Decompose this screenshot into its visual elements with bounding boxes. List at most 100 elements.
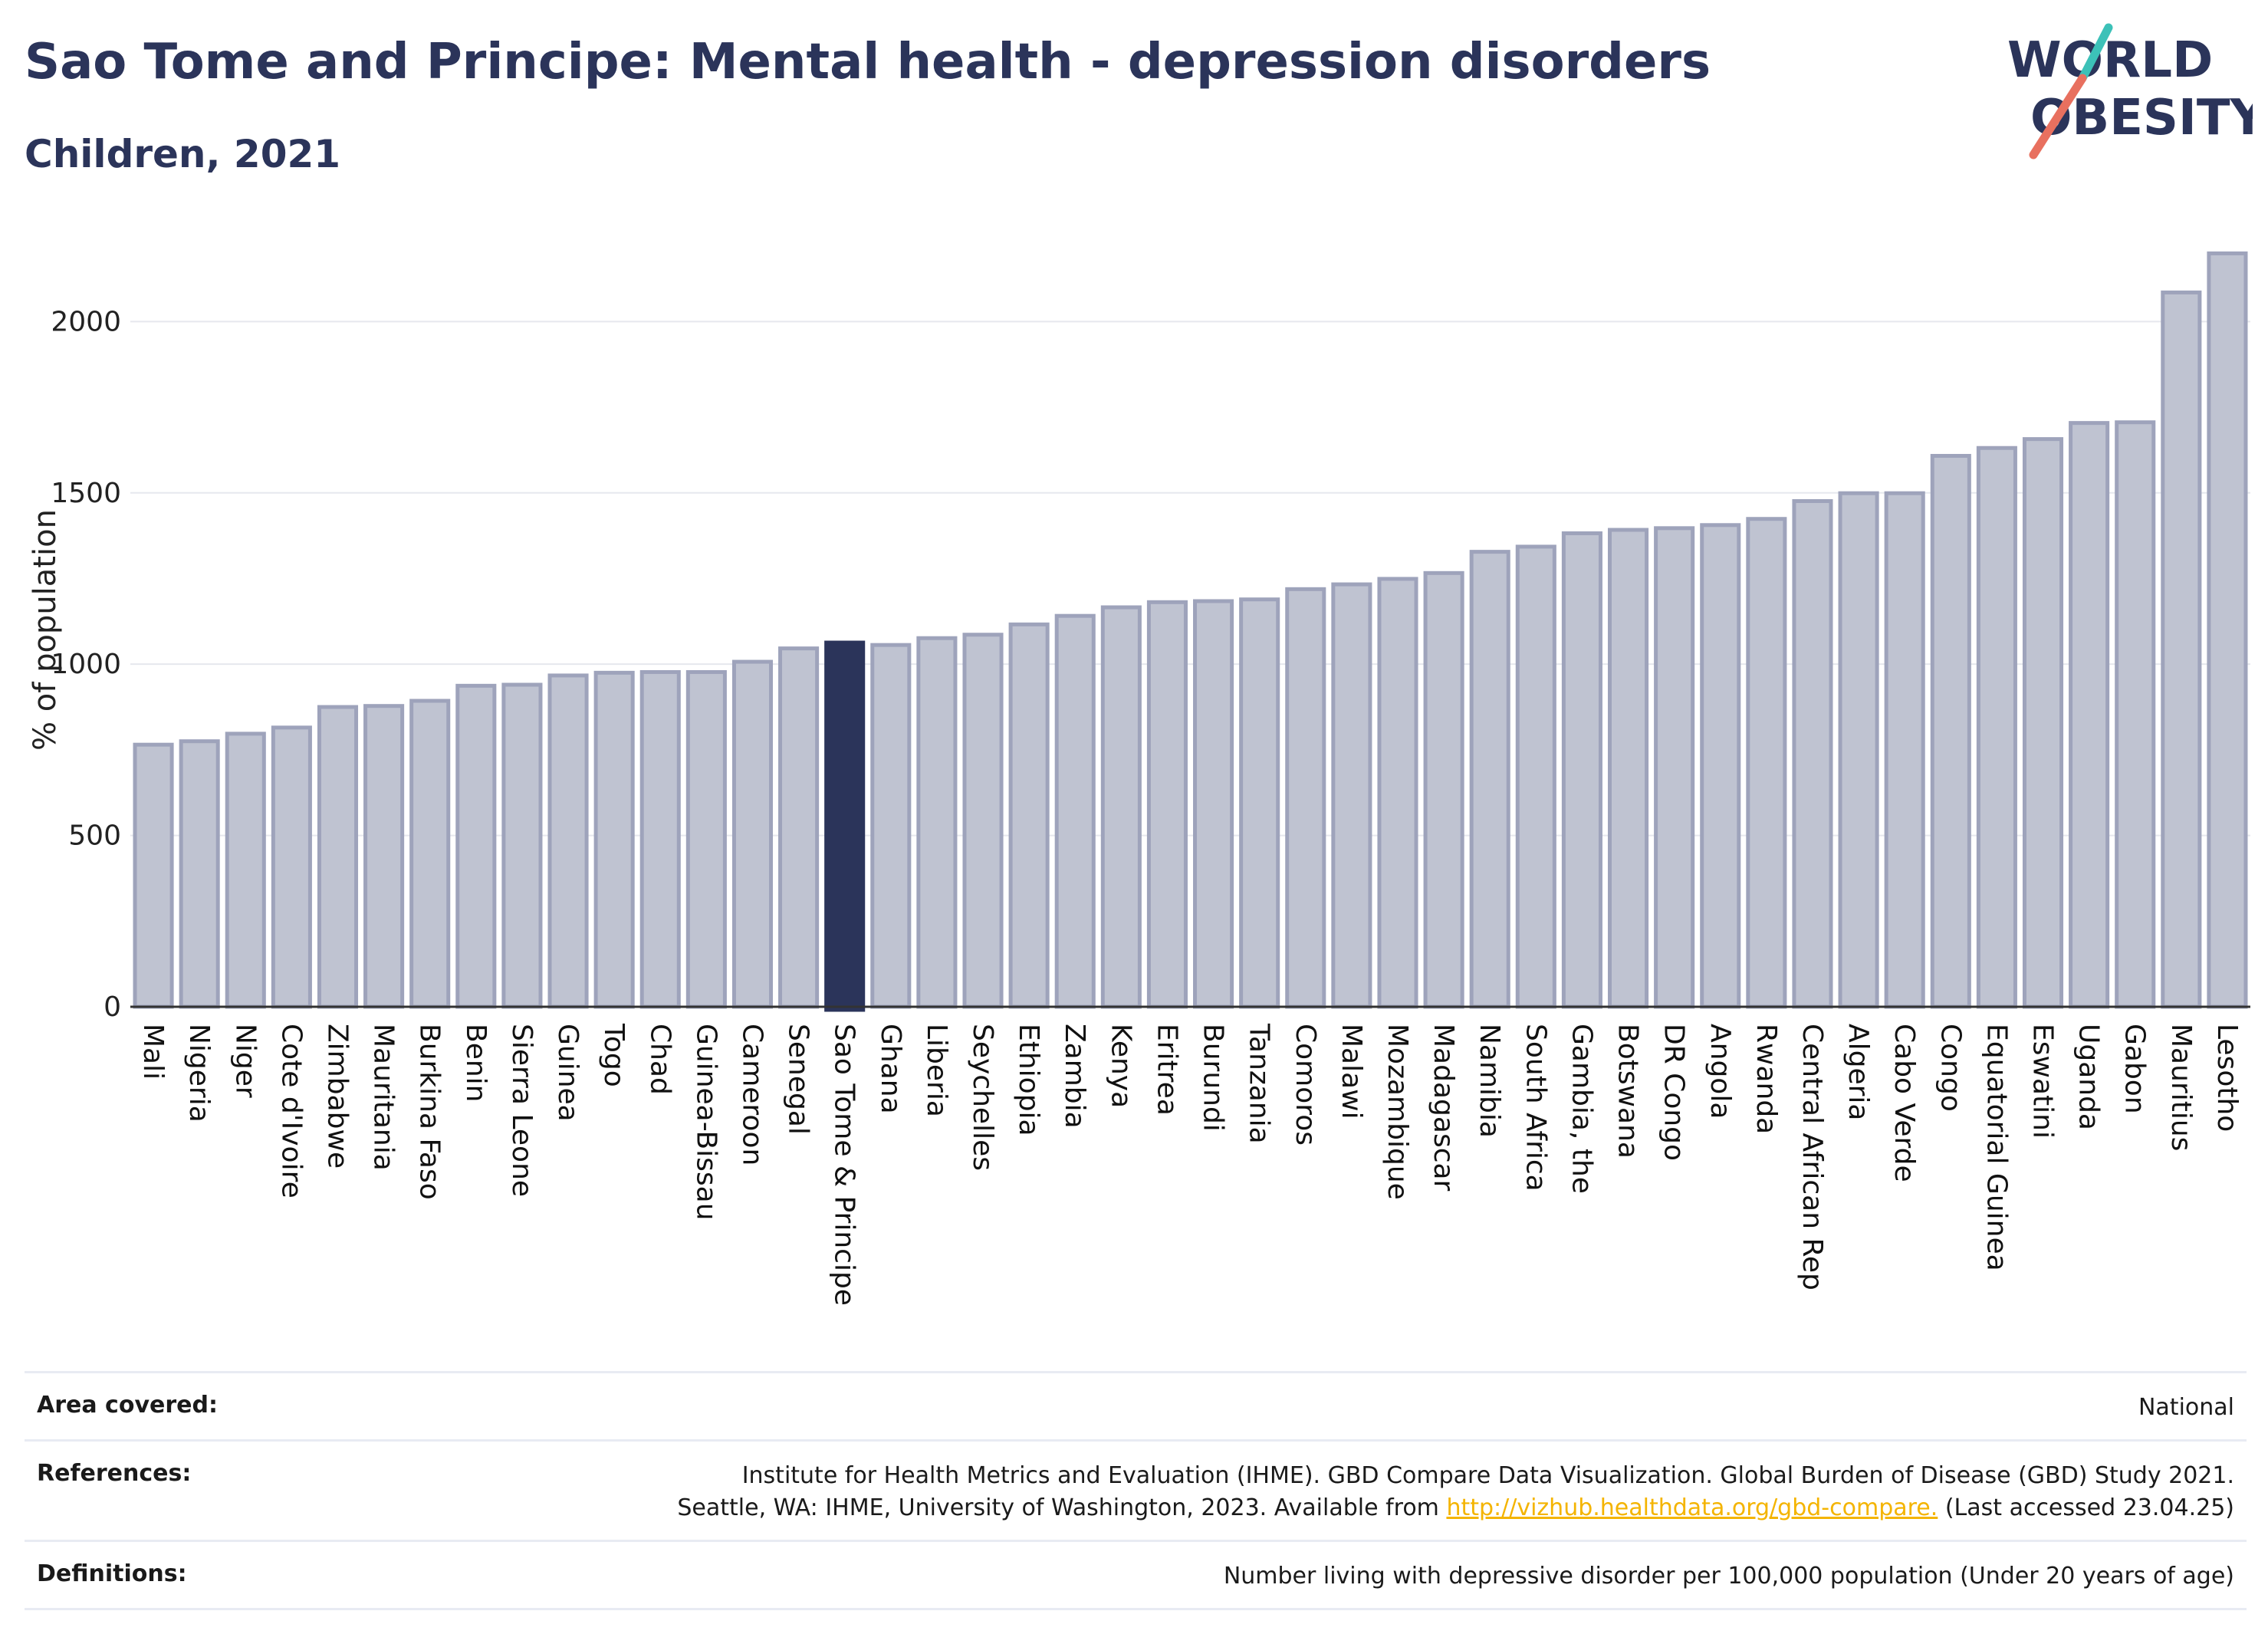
- x-tick-label: Central African Rep: [1796, 1024, 1828, 1290]
- y-tick-label: 500: [68, 820, 121, 852]
- bar: [1884, 491, 1925, 1009]
- references-label: References:: [37, 1460, 192, 1487]
- bar: [1700, 523, 1741, 1009]
- bar: [870, 643, 912, 1009]
- bar-highlight: [824, 640, 866, 1012]
- x-tick-label: Guinea: [552, 1024, 583, 1122]
- bar: [916, 636, 958, 1009]
- bar: [363, 704, 405, 1009]
- bar: [731, 659, 774, 1009]
- bars: [133, 251, 2248, 1012]
- bar: [1377, 577, 1418, 1009]
- logo-line1: WORLD: [2007, 32, 2213, 89]
- x-tick-label: Uganda: [2073, 1024, 2105, 1130]
- references-line2-end: (Last accessed 23.04.25): [1938, 1494, 2234, 1521]
- x-tick-label: Togo: [598, 1023, 629, 1087]
- bar: [2115, 420, 2156, 1009]
- bar: [1654, 526, 1695, 1009]
- bar: [1838, 491, 1879, 1009]
- x-tick-label: South Africa: [1520, 1024, 1551, 1192]
- bar: [962, 633, 1004, 1009]
- x-tick-label: Liberia: [921, 1024, 952, 1117]
- references-line1: Institute for Health Metrics and Evaluat…: [741, 1462, 2234, 1489]
- bar: [1515, 544, 1556, 1009]
- references-line2-start: Seattle, WA: IHME, University of Washing…: [677, 1494, 1447, 1521]
- bar: [271, 725, 312, 1009]
- x-tick-label: Sierra Leone: [506, 1024, 537, 1197]
- x-tick-label: Gambia, the: [1566, 1024, 1597, 1194]
- x-tick-label: Cameroon: [736, 1024, 768, 1165]
- y-tick-label: 1500: [51, 478, 121, 509]
- x-tick-label: Zambia: [1059, 1024, 1090, 1129]
- bar: [1285, 587, 1326, 1009]
- bar: [593, 670, 635, 1009]
- x-tick-label: Nigeria: [183, 1024, 215, 1123]
- bar: [1100, 605, 1142, 1009]
- x-tick-label: Congo: [1934, 1024, 1966, 1112]
- chart-subtitle: Children, 2021: [25, 132, 341, 176]
- bar: [409, 699, 451, 1009]
- bar: [685, 669, 727, 1009]
- x-tick-label: Lesotho: [2211, 1024, 2243, 1132]
- bar: [778, 646, 820, 1009]
- y-tick-label: 2000: [51, 306, 121, 337]
- definitions-value: Number living with depressive disorder p…: [1223, 1563, 2234, 1590]
- bar: [501, 682, 543, 1009]
- x-tick-label: DR Congo: [1658, 1024, 1690, 1161]
- x-tick-label: Gabon: [2119, 1024, 2151, 1114]
- x-tick-label: Algeria: [1842, 1024, 1874, 1121]
- ihme-link[interactable]: http://vizhub.healthdata.org/gbd-compare…: [1446, 1494, 1938, 1521]
- x-tick-label: Mali: [137, 1024, 169, 1080]
- bar: [2069, 421, 2110, 1009]
- references-row: References: Institute for Health Metrics…: [25, 1439, 2247, 1540]
- bar: [547, 673, 589, 1009]
- logo-teal-slash: [2078, 23, 2113, 83]
- x-tick-label: Ghana: [875, 1024, 906, 1114]
- bar: [2207, 251, 2248, 1009]
- x-tick-label: Botswana: [1612, 1024, 1644, 1159]
- bar: [179, 739, 220, 1009]
- y-tick-label: 0: [104, 991, 121, 1023]
- bar: [1469, 550, 1510, 1009]
- bar: [1423, 570, 1464, 1009]
- bar: [639, 669, 681, 1009]
- bar: [2161, 290, 2202, 1009]
- x-tick-label: Angola: [1704, 1024, 1736, 1119]
- y-axis-label: % of population: [28, 509, 63, 751]
- bar: [1930, 454, 1971, 1009]
- tick-labels: 0 500 1000 1500 2000 % of population Mali Niger…: [28, 306, 2243, 1306]
- x-tick-label: Burkina Faso: [414, 1024, 445, 1200]
- x-tick-label: Madagascar: [1428, 1024, 1459, 1192]
- x-tick-label: Mauritania: [368, 1024, 399, 1171]
- world-obesity-logo: WORLD OBESITY: [2007, 23, 2253, 159]
- area-covered-value: National: [2138, 1394, 2234, 1421]
- area-covered-label: Area covered:: [37, 1392, 218, 1419]
- x-tick-label: Zimbabwe: [321, 1024, 353, 1169]
- x-tick-label: Mauritius: [2165, 1024, 2197, 1151]
- bar: [317, 705, 359, 1009]
- x-tick-label: Kenya: [1105, 1024, 1136, 1108]
- bar: [1193, 599, 1234, 1009]
- x-tick-label: Niger: [229, 1024, 261, 1098]
- bar: [1561, 531, 1602, 1009]
- x-tick-label: Cote d'Ivoire: [275, 1024, 307, 1198]
- x-tick-label: Namibia: [1474, 1024, 1505, 1138]
- x-tick-label: Comoros: [1290, 1024, 1321, 1146]
- bar: [1792, 498, 1833, 1009]
- bar: [133, 742, 174, 1009]
- x-tick-label: Ethiopia: [1013, 1024, 1044, 1136]
- references-value: Institute for Health Metrics and Evaluat…: [677, 1460, 2234, 1524]
- x-tick-label: Malawi: [1336, 1024, 1367, 1119]
- x-tick-label: Cabo Verde: [1888, 1024, 1920, 1182]
- x-tick-label: Seychelles: [967, 1024, 998, 1171]
- x-tick-label: Eswatini: [2027, 1024, 2059, 1139]
- x-tick-label: Eritrea: [1151, 1024, 1182, 1116]
- definitions-row: Definitions: Number living with depressi…: [25, 1540, 2247, 1610]
- x-tick-label: Rwanda: [1750, 1024, 1782, 1134]
- logo-coral-slash: [2029, 74, 2087, 159]
- bar: [1054, 613, 1096, 1009]
- x-tick-label: Equatorial Guinea: [1980, 1024, 2012, 1271]
- x-tick-label: Burundi: [1198, 1024, 1229, 1132]
- bar: [1239, 597, 1280, 1009]
- info-table: Area covered: National References: Insti…: [25, 1371, 2247, 1610]
